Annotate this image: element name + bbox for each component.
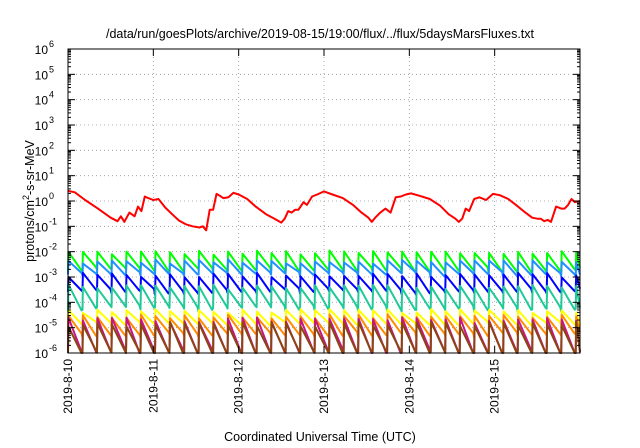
y-tick-exponent: -1	[49, 216, 57, 226]
y-tick-label: 10	[35, 220, 49, 234]
y-tick-exponent: 1	[49, 166, 54, 176]
y-tick-exponent: -2	[49, 242, 57, 252]
y-tick-label: 10	[35, 43, 49, 57]
y-tick-exponent: -6	[49, 343, 57, 353]
y-tick-label: 10	[35, 94, 49, 108]
y-tick-exponent: -5	[49, 318, 57, 328]
y-tick-label: 10	[35, 296, 49, 310]
y-tick-label: 10	[35, 119, 49, 133]
x-tick-label: 2019-8-13	[317, 359, 331, 414]
x-tick-label: 2019-8-12	[232, 359, 246, 414]
series-line-2	[67, 258, 581, 279]
y-tick-label: 10	[35, 170, 49, 184]
y-tick-exponent: 2	[49, 140, 54, 150]
x-tick-label: 2019-8-10	[61, 359, 75, 414]
y-tick-exponent: 4	[49, 90, 54, 100]
y-tick-exponent: 0	[49, 191, 54, 201]
y-axis-ticks: 10 -610 -510 -410 -310 -210 -110 010 110 210 310 41…	[35, 39, 580, 361]
y-tick-exponent: 5	[49, 64, 54, 74]
chart-title: /data/run/goesPlots/archive/2019-08-15/1…	[106, 27, 535, 41]
y-tick-label: 10	[35, 195, 49, 209]
series-line-0	[67, 189, 581, 232]
y-tick-label: 10	[35, 68, 49, 82]
y-axis-label: protons/cm2-s-sr-MeV	[21, 139, 37, 261]
x-axis-label: Coordinated Universal Time (UTC)	[224, 430, 416, 444]
y-label-sup: 2	[21, 195, 31, 200]
x-tick-label: 2019-8-14	[402, 359, 416, 414]
y-label-main: protons/cm	[23, 200, 37, 262]
y-tick-label: 10	[35, 322, 49, 336]
y-tick-label: 10	[35, 246, 49, 260]
y-tick-exponent: 6	[49, 39, 54, 49]
x-tick-label: 2019-8-15	[488, 359, 502, 414]
series-line-4	[67, 283, 581, 313]
x-axis-ticks: 2019-8-10 2019-8-11 2019-8-12 2019-8-13 2019…	[61, 49, 502, 414]
y-tick-label: 10	[35, 144, 49, 158]
y-tick-label: 10	[35, 271, 49, 285]
y-tick-exponent: -4	[49, 292, 57, 302]
grid-lines	[68, 49, 580, 353]
series-group	[67, 189, 581, 354]
y-tick-label: 10	[35, 347, 49, 361]
y-tick-exponent: 3	[49, 115, 54, 125]
y-label-rest: -s-sr-MeV	[23, 139, 37, 195]
x-tick-label: 2019-8-11	[146, 359, 160, 413]
y-tick-exponent: -3	[49, 267, 57, 277]
